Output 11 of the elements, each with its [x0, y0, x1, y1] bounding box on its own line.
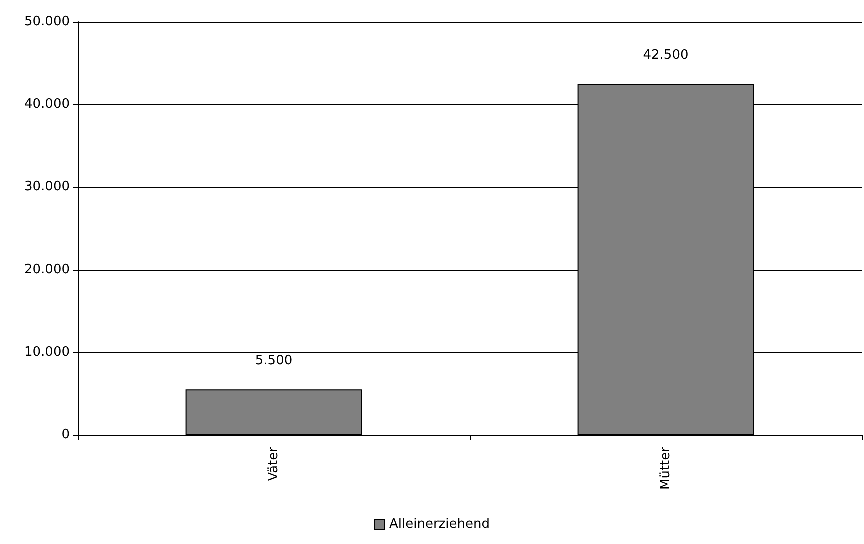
- y-tick-label: 50.000: [24, 14, 70, 30]
- x-tick-label: Väter: [266, 446, 282, 482]
- y-tick-label: 40.000: [24, 97, 70, 112]
- y-tick-label: 0: [62, 428, 70, 442]
- data-label: 5.500: [255, 354, 293, 369]
- x-tick-label: Mütter: [658, 446, 674, 490]
- legend-label: Alleinerziehend: [390, 517, 490, 532]
- data-label: 42.500: [643, 48, 689, 63]
- y-tick-label: 20.000: [24, 262, 70, 278]
- y-tick-label: 10.000: [24, 344, 70, 360]
- y-tick-label: 30.000: [24, 180, 70, 195]
